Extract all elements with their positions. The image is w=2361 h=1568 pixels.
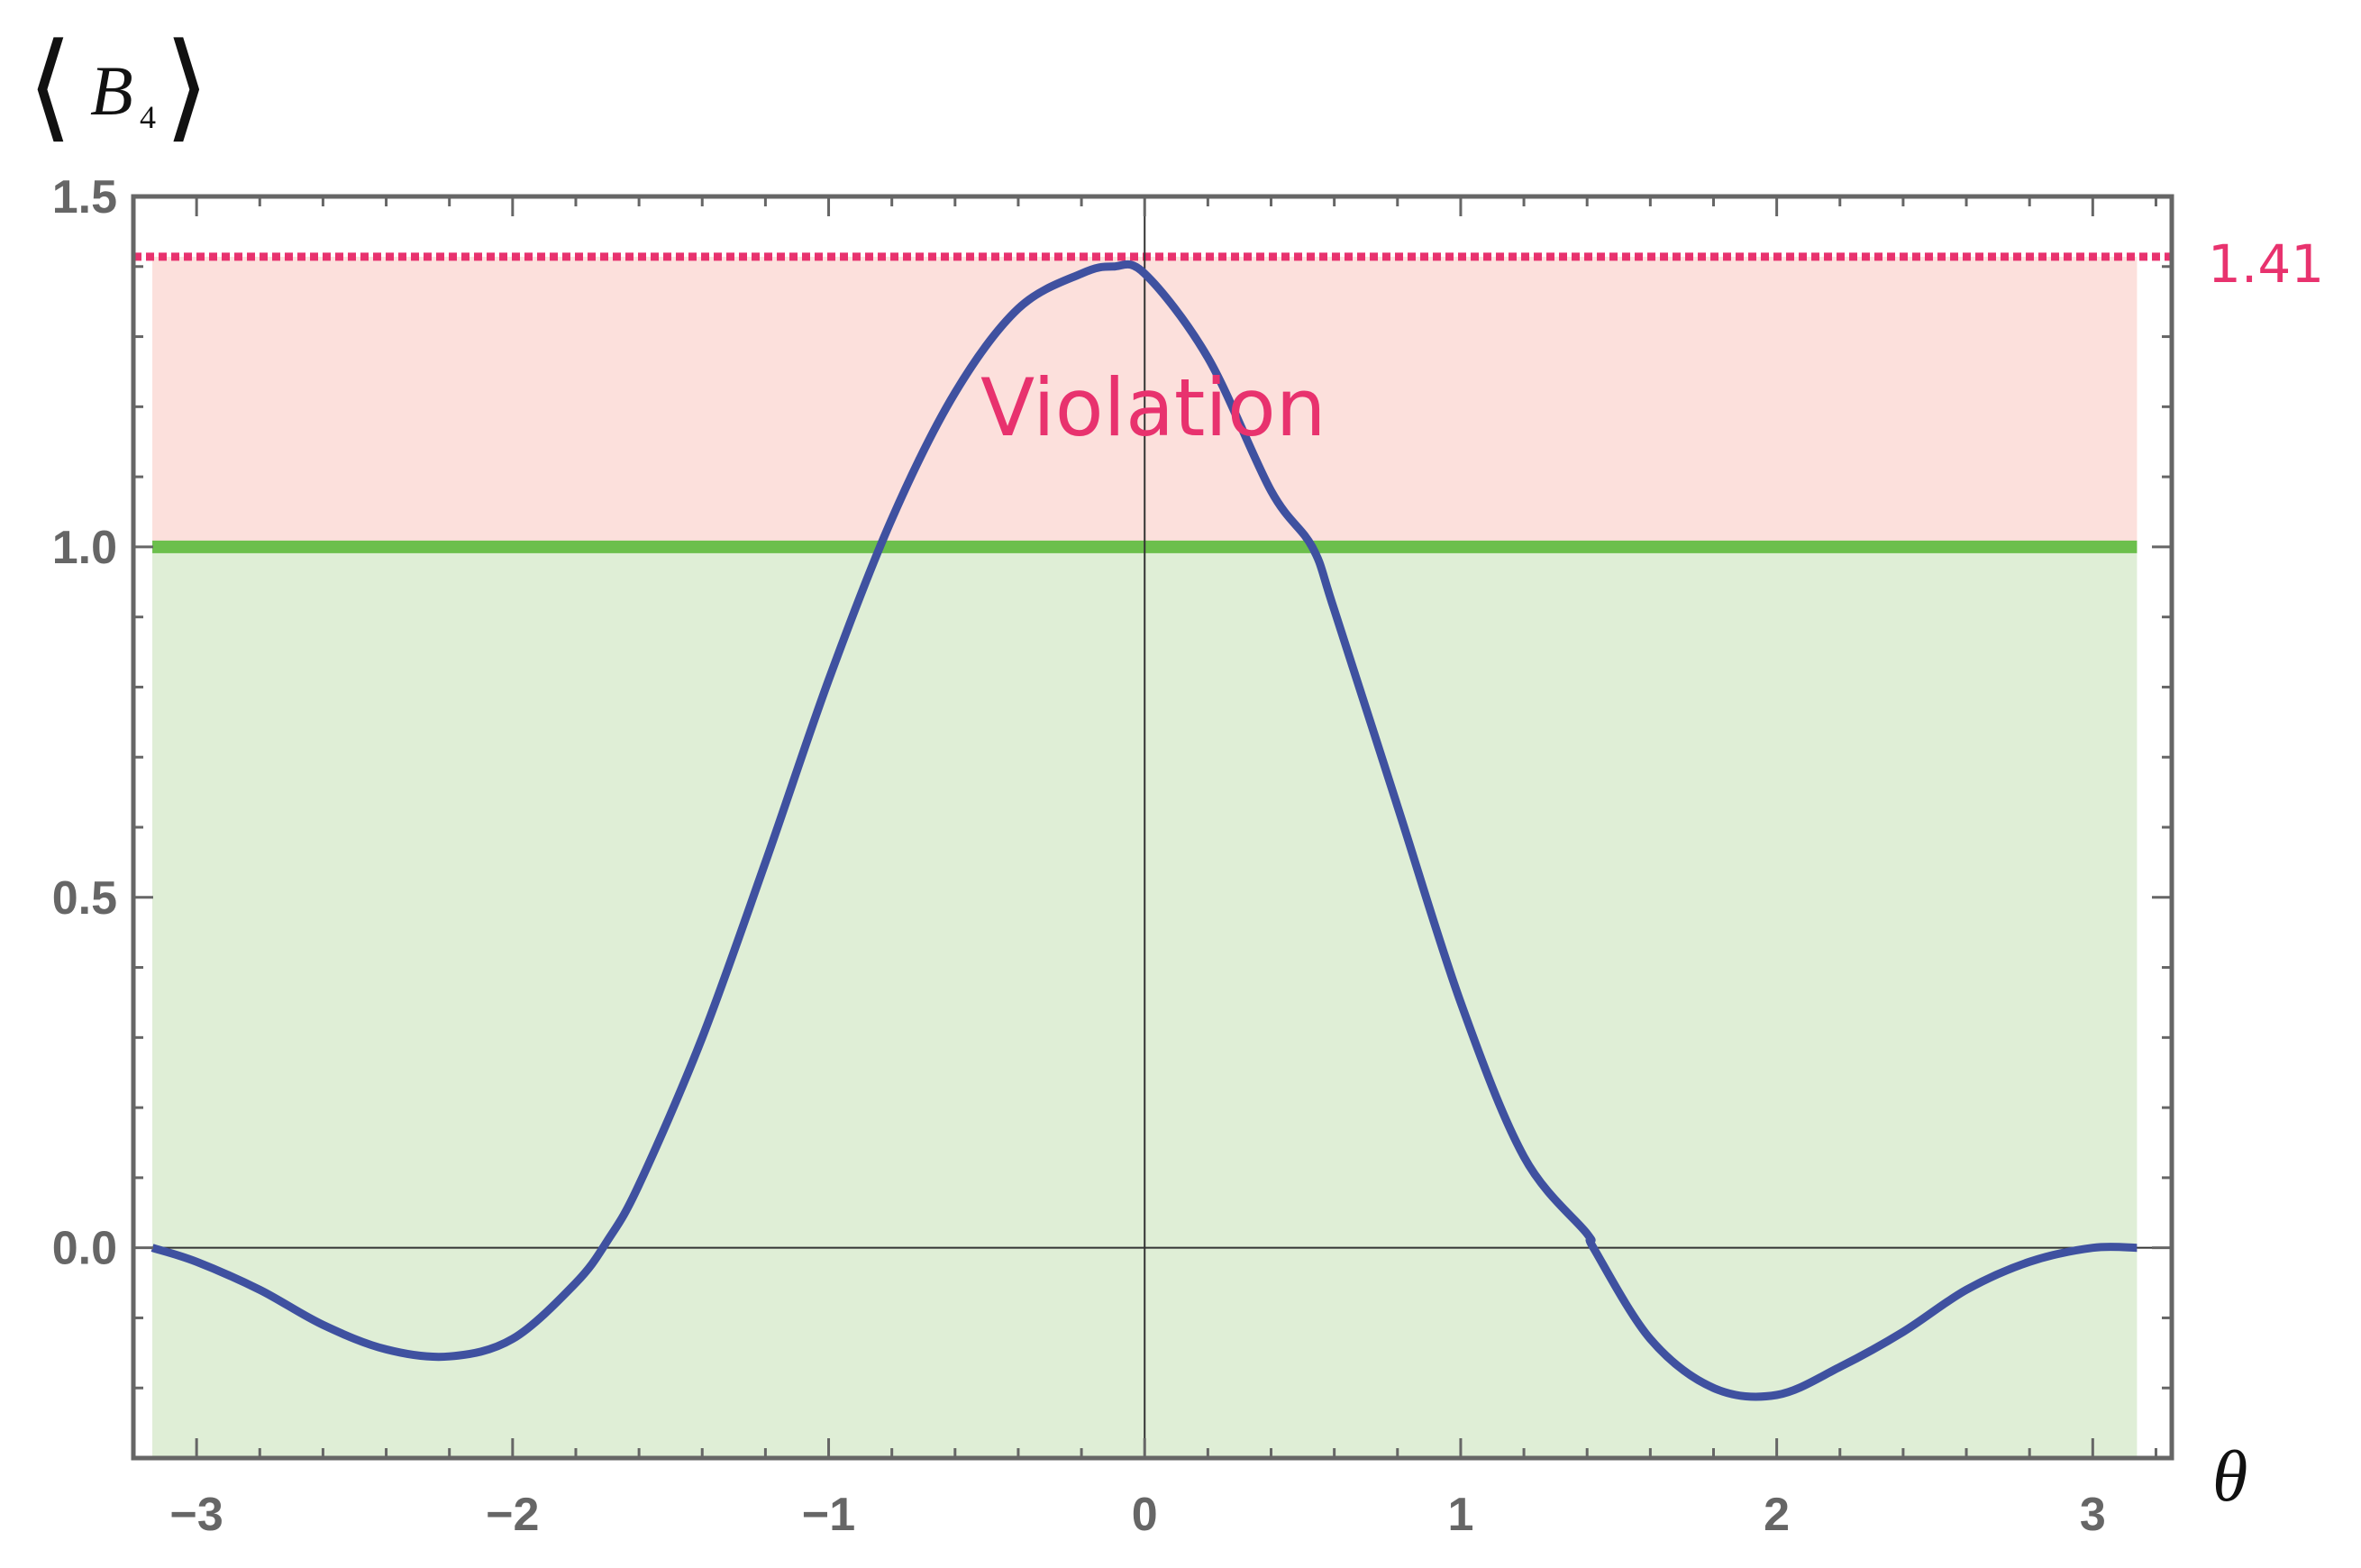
x-tick-label: −3 <box>169 1489 223 1541</box>
x-axis-label: θ <box>2212 1437 2247 1517</box>
y-tick-label: 0.0 <box>52 1223 117 1275</box>
y-tick-label: 1.0 <box>52 522 117 574</box>
tick-labels: −3 −2 −1 0 1 2 3 0.0 0.5 1.0 1.5 <box>52 171 2106 1541</box>
x-tick-label: 3 <box>2080 1489 2106 1541</box>
y-label-right-bracket: ⟩ <box>164 17 210 154</box>
x-tick-label: 2 <box>1764 1489 1790 1541</box>
series-layer <box>150 260 2138 1401</box>
x-tick-label: −1 <box>802 1489 855 1541</box>
y-label-main: B <box>90 51 133 130</box>
y-tick-label: 1.5 <box>52 171 117 223</box>
x-tick-label: −2 <box>486 1489 539 1541</box>
quantum-bound-label: 1.41 <box>2208 233 2324 295</box>
zero-axes <box>133 196 2172 1458</box>
y-label-subscript: 4 <box>140 99 156 135</box>
x-tick-label: 0 <box>1132 1489 1158 1541</box>
y-axis-label: ⟨ B 4 ⟩ <box>27 17 210 154</box>
violation-label: Violation <box>980 361 1326 454</box>
x-tick-label: 1 <box>1447 1489 1473 1541</box>
tick-marks <box>132 195 2172 1460</box>
series-curve <box>150 260 2138 1401</box>
y-label-left-bracket: ⟨ <box>27 17 73 154</box>
y-tick-label: 0.5 <box>52 872 117 925</box>
